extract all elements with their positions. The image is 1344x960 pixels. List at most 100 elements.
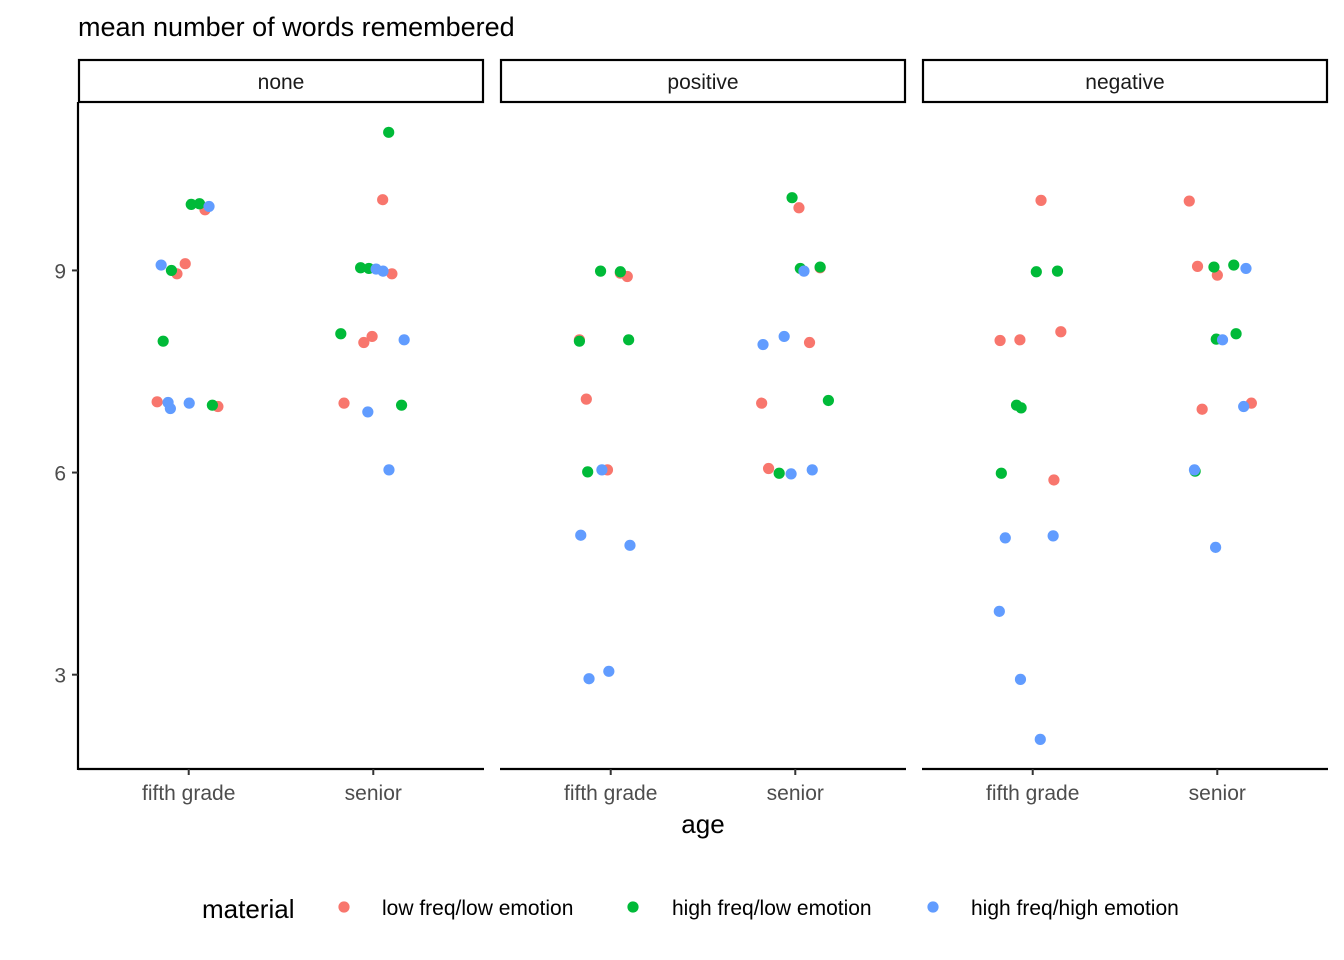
data-point xyxy=(1035,194,1047,206)
data-point xyxy=(355,262,367,274)
data-point xyxy=(594,265,607,277)
data-point xyxy=(398,334,410,346)
data-point xyxy=(596,464,608,476)
x-tick-label: senior xyxy=(345,782,402,805)
y-axis-title: mean number of words remembered xyxy=(78,12,515,42)
facet-panel-none: none 3 6 9 fifth grade senior xyxy=(54,58,485,805)
data-point xyxy=(756,397,768,409)
data-point xyxy=(338,397,350,409)
data-point xyxy=(377,265,389,277)
x-tick-label: senior xyxy=(767,782,824,805)
data-point xyxy=(757,338,769,351)
legend-key xyxy=(338,901,350,913)
facet-strip-label: negative xyxy=(1085,71,1164,94)
data-point xyxy=(185,198,197,211)
data-point xyxy=(793,202,805,214)
data-point xyxy=(383,126,395,138)
data-point xyxy=(614,266,626,278)
data-point xyxy=(1051,265,1064,277)
data-point xyxy=(624,539,636,551)
y-tick-label: 3 xyxy=(54,665,66,688)
facet-strip-label: none xyxy=(258,71,305,94)
data-point xyxy=(383,464,395,476)
data-point xyxy=(994,334,1006,347)
data-point xyxy=(155,259,167,271)
data-point xyxy=(762,462,775,475)
legend-title: material xyxy=(202,894,294,924)
data-point xyxy=(773,467,785,479)
legend-key xyxy=(927,901,939,913)
data-point xyxy=(1034,733,1046,745)
data-point xyxy=(358,336,370,349)
data-point xyxy=(366,330,378,343)
data-point xyxy=(386,268,398,280)
legend-label: high freq/low emotion xyxy=(672,897,872,920)
data-point xyxy=(165,264,178,277)
facet-strip xyxy=(921,58,1329,104)
data-point xyxy=(580,393,592,405)
data-point xyxy=(803,336,816,349)
data-point xyxy=(798,265,810,277)
data-point xyxy=(575,529,587,541)
data-point xyxy=(1208,261,1220,273)
y-tick-label: 6 xyxy=(54,463,66,486)
data-point xyxy=(1228,259,1240,271)
x-tick-label: fifth grade xyxy=(142,782,235,805)
data-point xyxy=(1210,541,1222,553)
data-point xyxy=(1188,464,1201,476)
data-point xyxy=(822,394,834,407)
data-point xyxy=(995,467,1007,479)
data-point xyxy=(806,464,818,476)
data-point xyxy=(179,258,191,270)
facet-panel-positive: positive fifth grade senior xyxy=(499,58,907,805)
data-point xyxy=(164,402,176,415)
data-point xyxy=(814,261,826,273)
data-point xyxy=(1216,334,1229,346)
data-point xyxy=(785,468,797,480)
data-point xyxy=(1030,266,1042,278)
data-point xyxy=(1055,326,1067,338)
data-point xyxy=(1238,400,1250,413)
facet-strip xyxy=(499,58,907,104)
facet-panel-negative: negative fifth grade senior xyxy=(921,58,1329,805)
data-point xyxy=(1015,402,1027,414)
data-point xyxy=(1047,530,1059,542)
legend: material low freq/low emotion high freq/l… xyxy=(202,894,1179,924)
data-point xyxy=(623,334,635,346)
data-point xyxy=(203,200,215,213)
data-point xyxy=(573,335,586,347)
data-point xyxy=(1014,673,1027,685)
legend-entry: low freq/low emotion xyxy=(338,897,573,920)
legend-label: high freq/high emotion xyxy=(971,897,1179,920)
facet-panels: none 3 6 9 fifth grade senior positive fifth gr… xyxy=(54,58,1329,805)
x-tick-label: senior xyxy=(1189,782,1246,805)
y-tick-label: 9 xyxy=(54,260,66,283)
data-point xyxy=(151,396,163,408)
data-point xyxy=(1196,403,1208,415)
data-point xyxy=(193,198,206,210)
data-point xyxy=(603,665,615,677)
data-point xyxy=(362,406,374,418)
data-point xyxy=(335,328,347,340)
legend-entries: low freq/low emotion high freq/low emotio… xyxy=(338,897,1179,920)
legend-key xyxy=(627,901,639,913)
x-axis-title: age xyxy=(681,809,724,839)
facet-strip-label: positive xyxy=(667,71,738,94)
data-point xyxy=(183,397,195,409)
data-point xyxy=(1240,262,1252,275)
legend-entry: high freq/high emotion xyxy=(927,897,1179,920)
data-point xyxy=(157,335,169,347)
data-point xyxy=(1230,328,1242,340)
data-point xyxy=(993,605,1005,617)
x-tick-label: fifth grade xyxy=(986,782,1079,805)
facet-strip xyxy=(77,58,485,104)
data-point xyxy=(583,673,595,685)
x-tick-label: fifth grade xyxy=(564,782,657,805)
data-point xyxy=(786,192,798,204)
legend-entry: high freq/low emotion xyxy=(627,897,872,920)
data-point xyxy=(778,330,790,343)
data-point xyxy=(1048,474,1060,486)
data-point xyxy=(1191,260,1204,272)
data-point xyxy=(1183,195,1195,207)
